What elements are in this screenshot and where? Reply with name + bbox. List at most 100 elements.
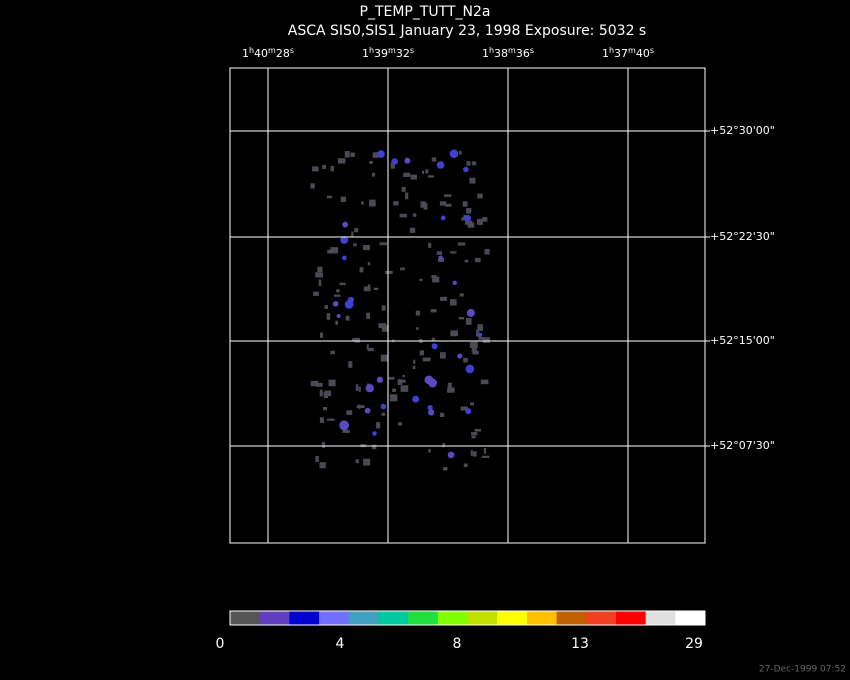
- source: [420, 201, 426, 208]
- source: [310, 380, 319, 387]
- source: [366, 312, 371, 320]
- source: [336, 289, 340, 293]
- subtitle: ASCA SIS0,SIS1 January 23, 1998 Exposure…: [288, 23, 646, 39]
- source: [326, 418, 335, 421]
- source: [384, 270, 393, 274]
- source: [391, 158, 398, 165]
- source: [358, 386, 361, 392]
- source: [365, 384, 374, 393]
- ra-label-part: s: [650, 46, 654, 55]
- source: [427, 409, 435, 416]
- source: [379, 242, 387, 246]
- ra-label-part: s: [290, 46, 294, 55]
- colorbar-frame: [229, 610, 706, 626]
- ra-label-part: m: [508, 46, 516, 55]
- colorbar-label: 4: [336, 636, 345, 652]
- source: [413, 359, 416, 364]
- source: [340, 236, 349, 244]
- dec-label: +52°07'30": [710, 439, 775, 452]
- source: [403, 172, 411, 178]
- source: [463, 357, 468, 363]
- source: [323, 391, 329, 399]
- ra-label-part: s: [530, 46, 534, 55]
- source: [464, 214, 472, 222]
- source: [356, 405, 365, 408]
- source: [469, 402, 474, 406]
- ra-label-part: 37: [614, 47, 628, 60]
- source: [399, 213, 408, 218]
- source: [381, 412, 386, 416]
- source: [428, 242, 432, 248]
- source: [436, 161, 445, 169]
- source: [336, 313, 341, 318]
- source: [340, 196, 346, 202]
- source: [330, 165, 334, 172]
- source: [427, 405, 433, 411]
- ra-label-part: 40: [254, 47, 268, 60]
- source: [438, 255, 443, 260]
- source: [350, 152, 355, 157]
- source: [398, 422, 403, 426]
- source: [440, 215, 446, 221]
- source: [321, 442, 326, 448]
- source: [466, 208, 472, 214]
- source: [405, 192, 409, 200]
- ra-label-part: 1: [242, 47, 249, 60]
- source: [404, 157, 411, 164]
- source: [459, 293, 464, 297]
- source: [469, 341, 478, 348]
- dec-label: +52°22'30": [710, 230, 775, 243]
- source: [471, 161, 477, 166]
- source: [478, 337, 486, 340]
- source: [432, 276, 440, 283]
- source: [322, 407, 328, 411]
- source: [372, 431, 377, 436]
- source: [339, 282, 346, 286]
- source: [392, 388, 397, 392]
- source: [328, 379, 336, 387]
- source: [319, 389, 323, 397]
- source: [363, 286, 371, 292]
- source: [447, 451, 455, 459]
- ra-label: 1h37m40s: [602, 46, 654, 61]
- ra-label-part: m: [268, 46, 276, 55]
- source: [322, 165, 327, 170]
- source: [367, 261, 371, 266]
- colorbar-segment: [675, 611, 706, 625]
- colorbar-label: 13: [571, 636, 589, 652]
- source: [402, 375, 405, 378]
- ra-label: 1h40m28s: [242, 46, 294, 61]
- source: [372, 152, 379, 158]
- ra-label-part: h: [489, 46, 494, 55]
- source: [462, 201, 468, 207]
- ra-label-part: 1: [362, 47, 369, 60]
- source: [447, 387, 455, 393]
- source: [327, 249, 332, 254]
- source: [410, 174, 417, 180]
- source: [319, 417, 324, 423]
- source: [431, 275, 437, 278]
- source: [367, 347, 374, 352]
- source: [381, 325, 389, 332]
- ra-label-part: 1: [602, 47, 609, 60]
- source: [313, 291, 319, 296]
- colorbar-segment: [615, 611, 647, 625]
- source: [351, 231, 354, 238]
- ra-label-part: s: [410, 46, 414, 55]
- source: [377, 150, 385, 158]
- ra-label-part: 39: [374, 47, 388, 60]
- colorbar-segment: [319, 611, 350, 625]
- colorbar-segment: [348, 611, 379, 625]
- source: [431, 337, 436, 341]
- source: [428, 448, 431, 453]
- source: [412, 395, 420, 403]
- source: [330, 350, 335, 355]
- source: [354, 228, 359, 233]
- source: [439, 412, 445, 417]
- colorbar-segment: [289, 611, 320, 625]
- source: [397, 379, 403, 385]
- source: [326, 313, 331, 320]
- source: [372, 444, 377, 450]
- source: [477, 332, 483, 338]
